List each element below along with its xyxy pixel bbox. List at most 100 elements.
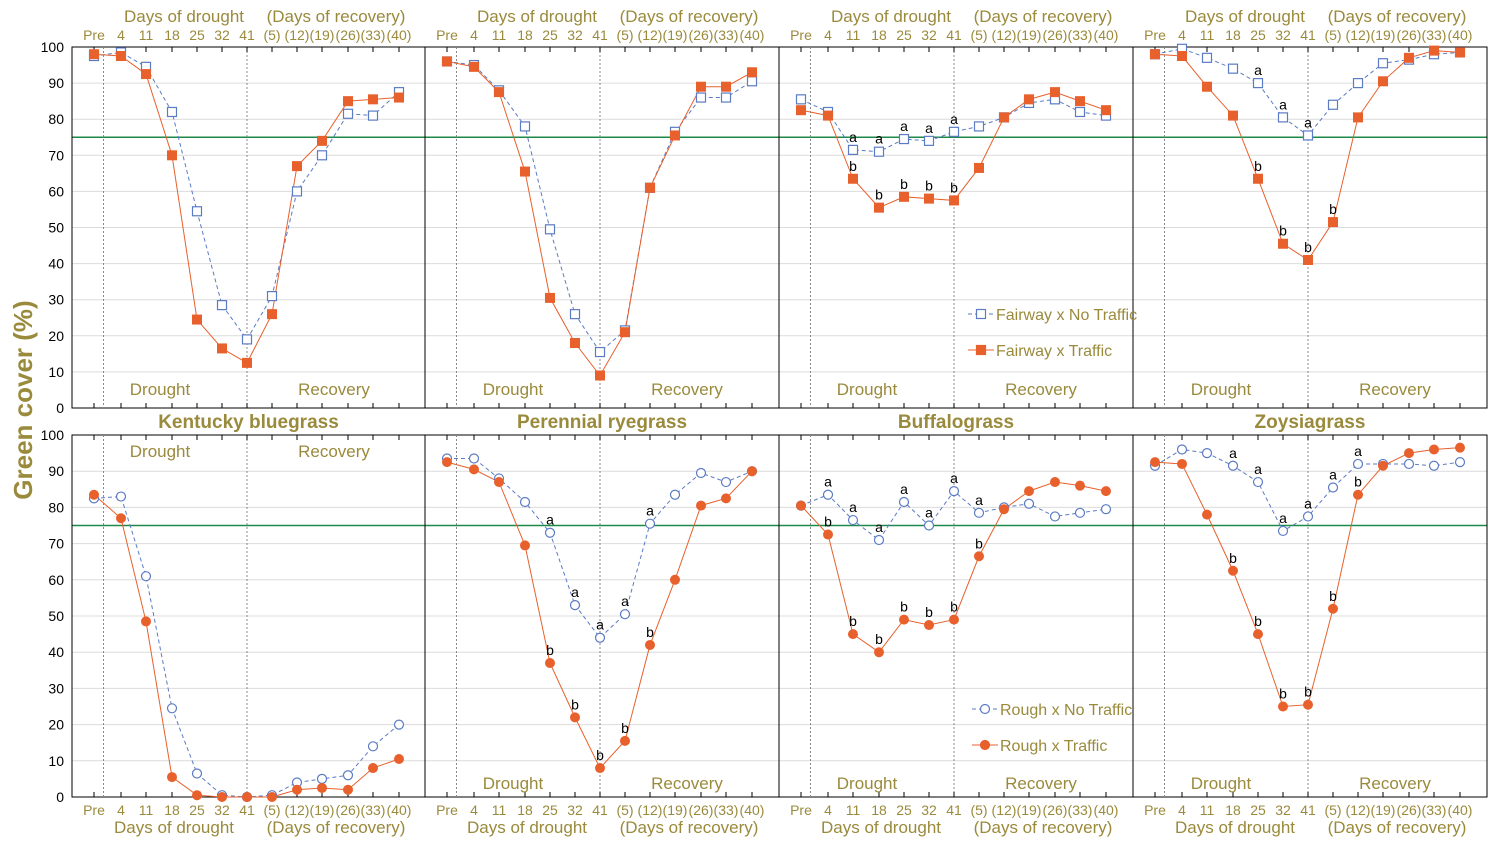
significance-letter: b [975,535,983,551]
point-traffic [141,616,151,627]
point-no-traffic [948,126,960,137]
axis-title-recovery-bottom: (Days of recovery) [1328,818,1467,837]
y-tick-label: 10 [48,364,64,380]
x-tick-label-bottom: (40) [1448,802,1473,818]
significance-letter: a [1329,466,1337,482]
point-no-traffic [367,110,379,121]
species-title: Buffalograss [898,412,1014,433]
point-traffic [1150,457,1160,468]
significance-letter: a [596,617,604,633]
y-tick-label: 0 [56,400,64,416]
phase-label-drought: Drought [837,380,898,399]
significance-letter: a [950,470,958,486]
point-no-traffic [1277,112,1289,123]
x-tick-label-top: (12) [1346,27,1371,43]
x-tick-label-bottom: (26) [689,802,714,818]
phase-label-drought: Drought [1191,774,1252,793]
point-traffic [796,105,806,116]
point-traffic [848,629,858,640]
point-traffic [116,51,126,62]
point-traffic [89,489,99,500]
phase-label-drought: Drought [130,380,191,399]
x-tick-label-top: 41 [592,27,608,43]
point-traffic [645,182,655,193]
point-traffic [747,466,757,477]
point-traffic [1101,486,1111,497]
significance-letter: b [900,176,908,192]
x-tick-label-top: 25 [189,27,205,43]
point-no-traffic [140,571,152,582]
point-no-traffic [216,300,228,311]
significance-letter: a [1354,443,1362,459]
point-no-traffic [720,476,732,488]
x-tick-label-top: Pre [436,27,458,43]
significance-letter: a [1304,495,1312,511]
x-tick-label-top: (26) [1043,27,1068,43]
point-traffic [1278,701,1288,712]
x-tick-label-top: (12) [638,27,663,43]
x-tick-label-bottom: (19) [1371,802,1396,818]
panel-rough-perennial-ryegrass: a b a b a b a b a b [441,453,758,774]
point-no-traffic [342,108,354,119]
x-tick-label-bottom: (33) [714,802,739,818]
significance-letter: b [621,720,629,736]
point-traffic [823,529,833,540]
point-traffic [1228,565,1238,576]
phase-label-drought: Drought [483,380,544,399]
point-traffic [696,500,706,511]
x-tick-label-top: (26) [336,27,361,43]
axis-title-drought-top: Days of drought [1185,7,1305,26]
point-traffic [949,195,959,206]
significance-letter: a [1304,114,1312,130]
point-traffic [343,784,353,795]
y-tick-label: 90 [48,75,64,91]
phase-label-recovery: Recovery [298,442,370,461]
x-tick-label-top: (5) [616,27,633,43]
point-traffic [874,647,884,658]
point-traffic [1404,52,1414,63]
significance-letter: b [1229,550,1237,566]
x-tick-label-top: 41 [239,27,255,43]
point-no-traffic [923,520,935,531]
significance-letter: a [546,512,554,528]
point-no-traffic [1201,52,1213,63]
y-tick-label: 20 [48,717,64,733]
significance-letter: b [571,696,579,712]
point-traffic [1075,96,1085,107]
x-tick-label-top: 4 [824,27,832,43]
x-tick-label-top: 4 [117,27,125,43]
phase-label-recovery: Recovery [1359,774,1431,793]
y-tick-label: 70 [48,536,64,552]
point-traffic [1328,603,1338,614]
point-no-traffic [367,741,379,752]
point-no-traffic [847,144,859,155]
point-traffic [317,782,327,793]
point-no-traffic [468,453,480,464]
point-traffic [721,81,731,92]
point-no-traffic [1074,106,1086,118]
significance-letter: b [824,514,832,530]
x-tick-label-bottom: (26) [336,802,361,818]
x-tick-label-top: (40) [1094,27,1119,43]
significance-letter: b [925,178,933,194]
y-tick-label: 70 [48,147,64,163]
point-no-traffic [544,224,556,235]
point-no-traffic [1302,130,1314,141]
point-traffic [1177,51,1187,62]
phase-label-recovery: Recovery [651,774,723,793]
significance-letter: a [875,131,883,147]
point-no-traffic [191,768,203,779]
point-traffic [670,574,680,585]
x-tick-label-bottom: 25 [1250,802,1266,818]
point-traffic [595,763,605,774]
x-tick-label-bottom: (12) [285,802,310,818]
significance-letter: a [1229,445,1237,461]
y-tick-label: 100 [41,39,65,55]
legend-label: Rough x No Traffic [1000,702,1132,719]
legend-rough: Rough x No Traffic Rough x Traffic [972,702,1132,755]
x-tick-label-top: 41 [1300,27,1316,43]
significance-letter: b [900,599,908,615]
point-no-traffic [873,146,885,157]
point-no-traffic [822,489,834,500]
x-tick-label-bottom: 18 [871,802,887,818]
